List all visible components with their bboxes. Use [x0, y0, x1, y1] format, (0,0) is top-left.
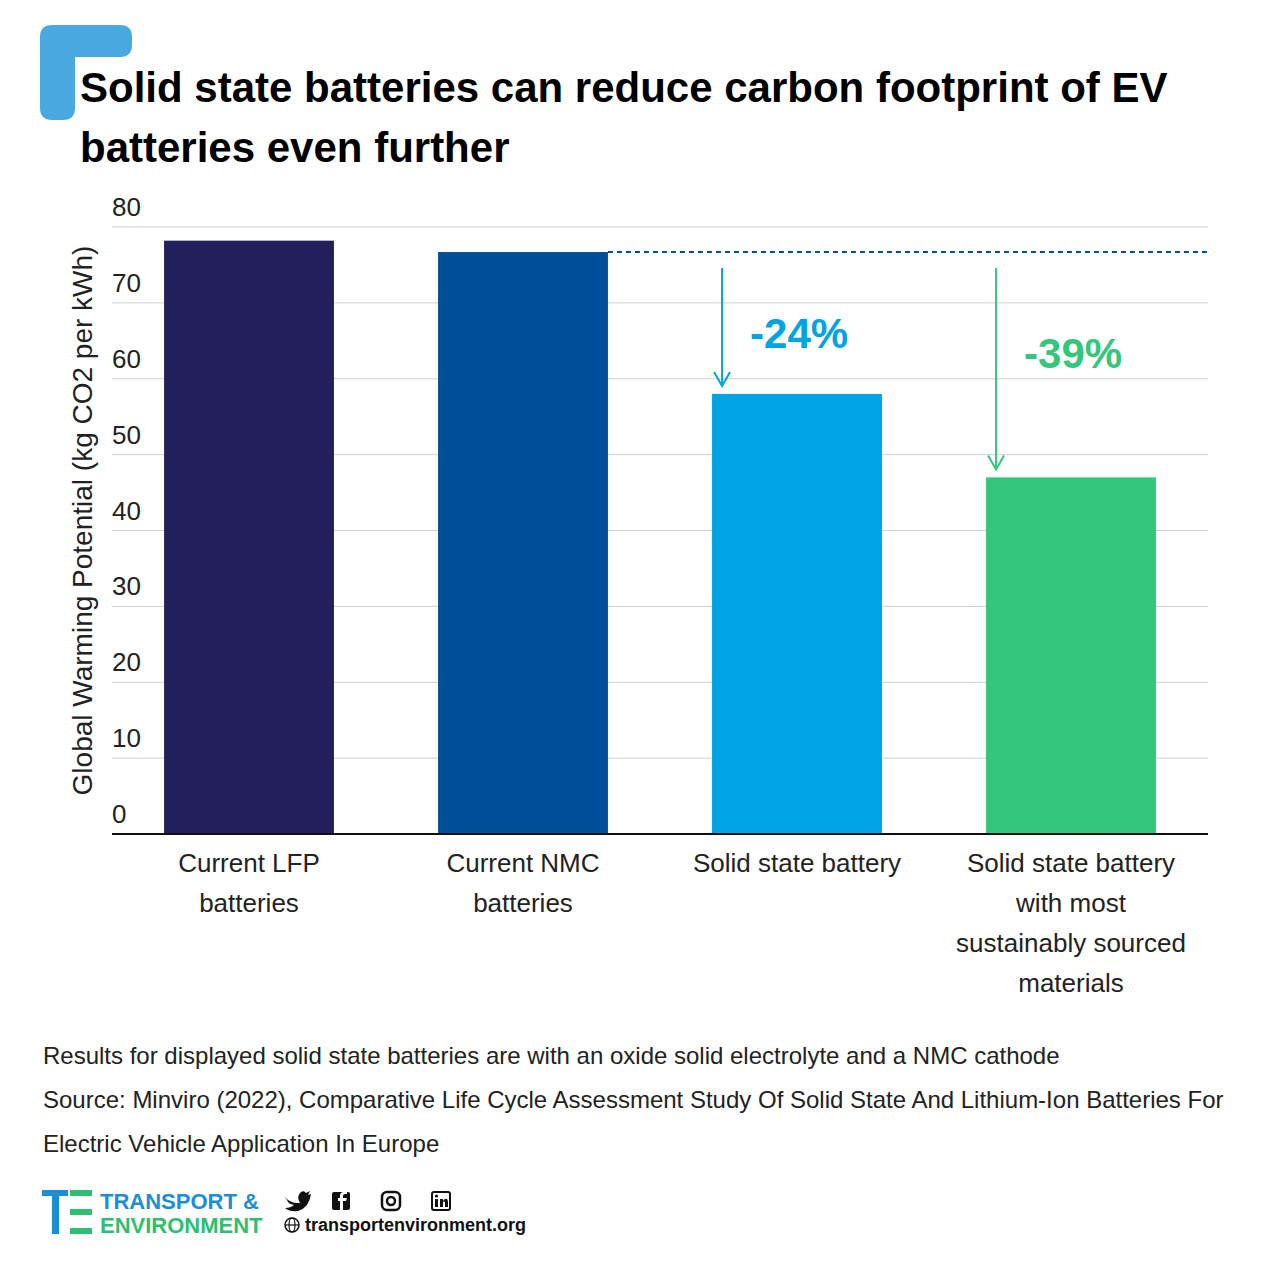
text-line: Current LFP [178, 848, 320, 878]
background [0, 0, 1280, 1270]
y-tick-label: 60 [112, 344, 141, 374]
icon-facebook-f [338, 1192, 347, 1210]
icon-globe-equator [285, 1224, 299, 1225]
icon-linkedin [432, 1192, 450, 1210]
icon-instagram [382, 1192, 400, 1210]
note: Results for displayed solid state batter… [43, 1042, 1060, 1069]
note: Source: Minviro (2022), Comparative Life… [43, 1086, 1224, 1157]
title: Solid state batteries can reduce carbon … [80, 64, 1168, 171]
annotation-arrow [721, 268, 723, 384]
icon-facebook [332, 1192, 350, 1210]
text-line: materials [1018, 968, 1123, 998]
text-line: batteries [199, 888, 299, 918]
icon-linkedin-dot [435, 1194, 438, 1197]
icon-twitter [284, 1191, 311, 1211]
text-line: sustainably sourced [956, 928, 1186, 958]
annotation-arrowhead [714, 372, 730, 386]
grid-line [112, 227, 1208, 228]
chart: Solid state batteries can reduce carbon … [0, 0, 1280, 1270]
annotation: -39% [1024, 330, 1122, 377]
y-tick-label: 20 [112, 647, 141, 677]
text-line: batteries [473, 888, 573, 918]
text-line: with most [1015, 888, 1127, 918]
logo-shape [70, 1190, 92, 1196]
x-tick-label: Current NMC batteries [446, 848, 599, 918]
text-line: Source: Minviro (2022), Comparative Life… [43, 1086, 1224, 1113]
x-tick-label: Solid state battery [693, 848, 901, 878]
y-tick-label: 10 [112, 723, 141, 753]
icon-linkedin-i [435, 1199, 438, 1207]
icon-linkedin-n [440, 1199, 448, 1207]
annotation-arrow [995, 268, 997, 467]
organization: TRANSPORT & [100, 1189, 259, 1214]
x-tick-label: Current LFP batteries [178, 848, 320, 918]
text-line: Solid state batteries can reduce carbon … [80, 64, 1168, 111]
y-tick-label: 80 [112, 192, 141, 222]
y-tick-label: 30 [112, 571, 141, 601]
x-tick-label: Solid state battery with most sustainably … [956, 848, 1186, 998]
website[interactable]: transportenvironment.org [305, 1215, 526, 1235]
bar [438, 252, 608, 834]
bar [712, 394, 882, 834]
text-line: Electric Vehicle Application In Europe [43, 1130, 439, 1157]
logo-shape [52, 1190, 59, 1234]
logo-shape [70, 1228, 92, 1234]
bar [164, 241, 334, 834]
text-line: Current NMC [446, 848, 599, 878]
y-tick-label: 70 [112, 268, 141, 298]
bars [164, 241, 1208, 834]
y-axis-title: Global Warming Potential (kg CO2 per kWh… [67, 246, 98, 796]
logo-shape [70, 1209, 92, 1215]
text-line: Solid state battery [967, 848, 1175, 878]
icon-globe [285, 1218, 299, 1232]
y-tick-label: 40 [112, 496, 141, 526]
y-tick-label: 50 [112, 420, 141, 450]
footer-logo [42, 1190, 92, 1234]
reference-line [608, 251, 1208, 253]
y-tick-label: 0 [112, 799, 126, 829]
text-line: Solid state battery [693, 848, 901, 878]
text-line: Results for displayed solid state batter… [43, 1042, 1060, 1069]
annotation-arrowhead [988, 455, 1004, 469]
text-line: batteries even further [80, 124, 509, 171]
organization: ENVIRONMENT [100, 1213, 263, 1238]
bar [986, 477, 1156, 834]
x-axis-line [112, 833, 1208, 835]
annotation: -24% [750, 310, 848, 357]
icon-instagram-lens [387, 1197, 395, 1205]
